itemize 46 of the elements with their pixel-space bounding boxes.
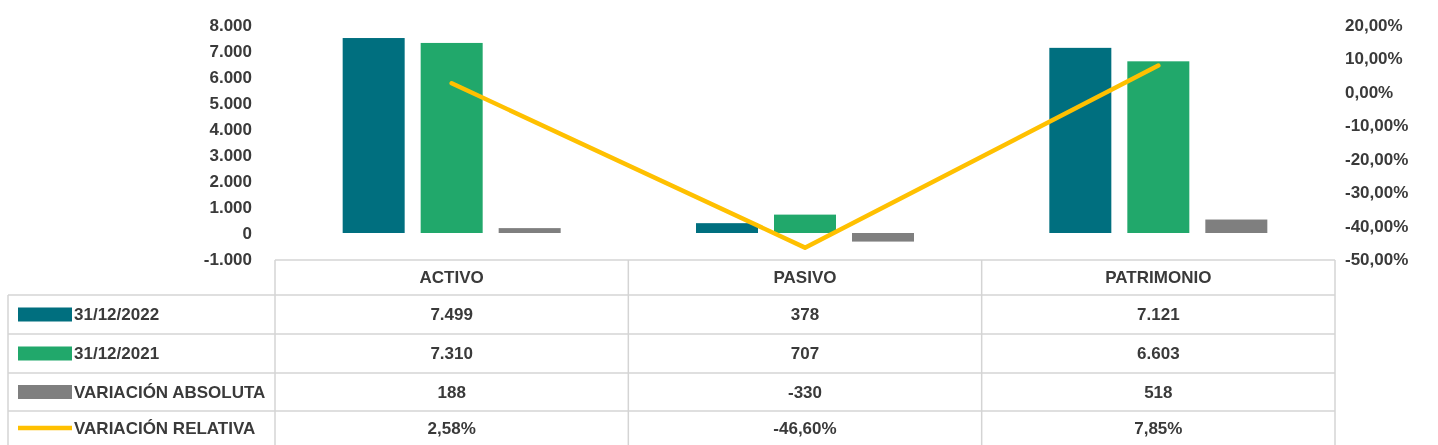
y-tick-label: 2.000 [209,171,252,191]
legend-label: VARIACIÓN ABSOLUTA [74,382,266,402]
data-label: 6.603 [1137,344,1180,364]
bar [774,214,836,233]
y2-tick-label: 0,00% [1345,82,1394,102]
y-tick-label: 8.000 [209,15,252,35]
y2-tick-label: -10,00% [1345,116,1409,136]
y2-tick-label: -20,00% [1345,149,1409,169]
y2-tick-label: -50,00% [1345,249,1409,269]
y-tick-label: 7.000 [209,41,252,61]
data-label: -330 [787,382,823,402]
legend-label: 31/12/2022 [74,305,160,325]
data-label: 7.310 [430,344,473,364]
y-tick-label: 6.000 [209,67,252,87]
y-tick-label: -1.000 [203,249,252,269]
bar [1049,47,1112,233]
x-tick-label: ACTIVO [419,268,484,288]
bar [852,233,914,242]
legend-label: VARIACIÓN RELATIVA [74,418,256,438]
bar [1205,219,1268,233]
data-label: 518 [1144,382,1173,402]
y-tick-label: 5.000 [209,93,252,113]
x-tick-label: PASIVO [773,268,837,288]
bar [696,223,758,233]
data-label: 707 [790,344,820,364]
y2-tick-label: -30,00% [1345,183,1409,203]
y-tick-label: 0 [242,223,252,243]
data-label: 7,85% [1134,418,1183,438]
data-label: 378 [790,305,820,325]
data-label: 2,58% [427,418,476,438]
y-tick-label: 3.000 [209,145,252,165]
y2-tick-label: 20,00% [1345,15,1403,35]
bar [1127,61,1190,233]
bar [498,228,561,233]
bar [420,42,483,233]
x-tick-label: PATRIMONIO [1105,268,1212,288]
data-label: -46,60% [773,418,837,438]
legend-label: 31/12/2021 [74,344,160,364]
y2-tick-label: 10,00% [1345,49,1403,69]
y2-tick-label: -40,00% [1345,216,1409,236]
y-tick-label: 4.000 [209,119,252,139]
data-label: 188 [437,382,466,402]
bar [342,38,405,233]
data-label: 7.499 [430,305,473,325]
y-tick-label: 1.000 [209,197,252,217]
data-label: 7.121 [1137,305,1180,325]
